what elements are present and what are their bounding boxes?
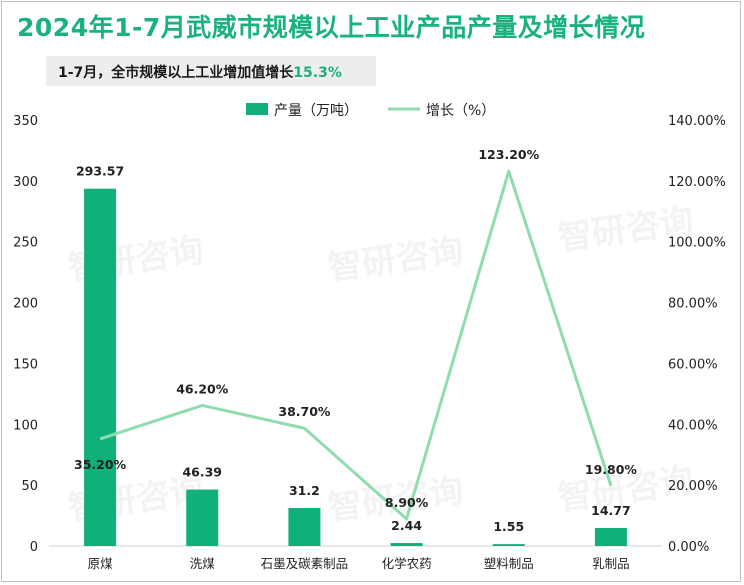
left-axis-tick: 300 (13, 175, 38, 190)
bar (288, 508, 321, 546)
bar-data-label: 31.2 (289, 483, 320, 498)
category-label: 洗煤 (190, 556, 216, 571)
bar-data-label: 14.77 (591, 503, 631, 518)
line-data-label: 19.80% (585, 462, 638, 477)
subtitle-box (46, 56, 376, 86)
growth-line (99, 169, 613, 521)
category-label: 塑料制品 (484, 556, 534, 571)
subtitle: 1-7月，全市规模以上工业增加值增长15.3% (58, 62, 342, 82)
bar (186, 489, 219, 546)
left-axis-tick: 200 (13, 297, 38, 312)
line-data-label: 123.20% (478, 147, 539, 162)
bar (492, 544, 525, 546)
right-axis-tick: 100.00% (668, 236, 726, 251)
chart-title: 2024年1-7月武威市规模以上工业产品产量及增长情况 (17, 13, 646, 42)
category-label: 乳制品 (592, 556, 630, 571)
category-label: 石墨及碳素制品 (261, 556, 349, 571)
line-data-label: 35.20% (74, 457, 127, 472)
bar (390, 543, 423, 546)
legend-bar-label: 产量（万吨） (274, 103, 358, 119)
subtitle-prefix: 1-7月，全市规模以上工业增加值增长 (58, 65, 294, 81)
legend-bar-swatch (246, 103, 268, 115)
legend-line-label: 增长（%） (426, 103, 495, 119)
bar-data-label: 1.55 (493, 519, 524, 534)
subtitle-value: 15.3% (293, 65, 342, 81)
left-axis-tick: 100 (13, 418, 38, 433)
left-axis-tick: 0 (30, 540, 38, 555)
right-axis-tick: 60.00% (668, 357, 718, 372)
bar-data-label: 2.44 (391, 518, 422, 533)
left-axis-tick: 350 (13, 114, 38, 129)
line-data-label: 38.70% (278, 404, 331, 419)
bar-data-label: 293.57 (76, 164, 124, 179)
line-data-label: 8.90% (385, 495, 429, 510)
bar (84, 188, 117, 547)
left-axis-tick: 50 (21, 479, 38, 494)
category-label: 原煤 (88, 556, 114, 571)
left-axis-tick: 150 (13, 357, 38, 372)
right-axis-tick: 80.00% (668, 297, 718, 312)
right-axis-tick: 140.00% (668, 114, 726, 129)
left-axis-tick: 250 (13, 236, 38, 251)
bar-data-label: 46.39 (182, 465, 222, 480)
right-axis-tick: 120.00% (668, 175, 726, 190)
bar (594, 528, 627, 546)
watermark-text: 智研咨询 (326, 230, 466, 289)
line-data-label: 46.20% (176, 381, 229, 396)
right-axis-tick: 0.00% (668, 540, 709, 555)
category-label: 化学农药 (382, 556, 432, 571)
right-axis-tick: 20.00% (668, 479, 718, 494)
right-axis-tick: 40.00% (668, 418, 718, 433)
